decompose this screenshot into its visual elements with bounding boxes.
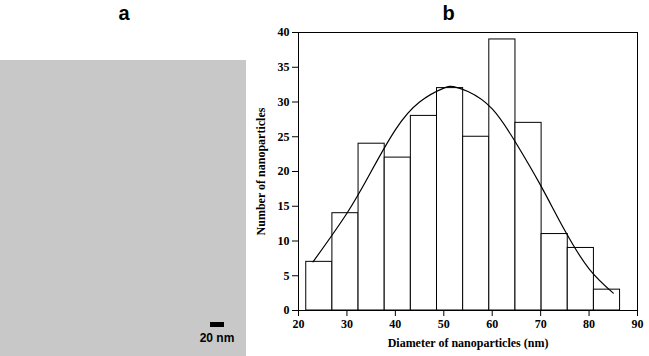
svg-text:50: 50 (438, 317, 450, 331)
svg-text:30: 30 (341, 317, 353, 331)
svg-text:25: 25 (278, 130, 290, 144)
svg-text:Number of nanoparticles: Number of nanoparticles (254, 107, 268, 235)
svg-text:80: 80 (583, 317, 595, 331)
svg-text:35: 35 (278, 60, 290, 74)
svg-text:5: 5 (284, 269, 290, 283)
svg-text:10: 10 (278, 234, 290, 248)
html-text:b: b (442, 2, 455, 24)
html-text:a: a (118, 2, 130, 24)
svg-text:20 nm: 20 nm (200, 331, 235, 345)
svg-text:15: 15 (278, 199, 290, 213)
svg-text:70: 70 (535, 317, 547, 331)
svg-text:60: 60 (486, 317, 498, 331)
svg-text:Diameter of nanoparticles (nm): Diameter of nanoparticles (nm) (388, 336, 549, 350)
svg-text:90: 90 (632, 317, 644, 331)
svg-text:40: 40 (389, 317, 401, 331)
svg-text:20: 20 (278, 164, 290, 178)
svg-text:20: 20 (293, 317, 305, 331)
svg-text:40: 40 (278, 26, 290, 39)
svg-text:30: 30 (278, 95, 290, 109)
svg-text:0: 0 (284, 303, 290, 317)
